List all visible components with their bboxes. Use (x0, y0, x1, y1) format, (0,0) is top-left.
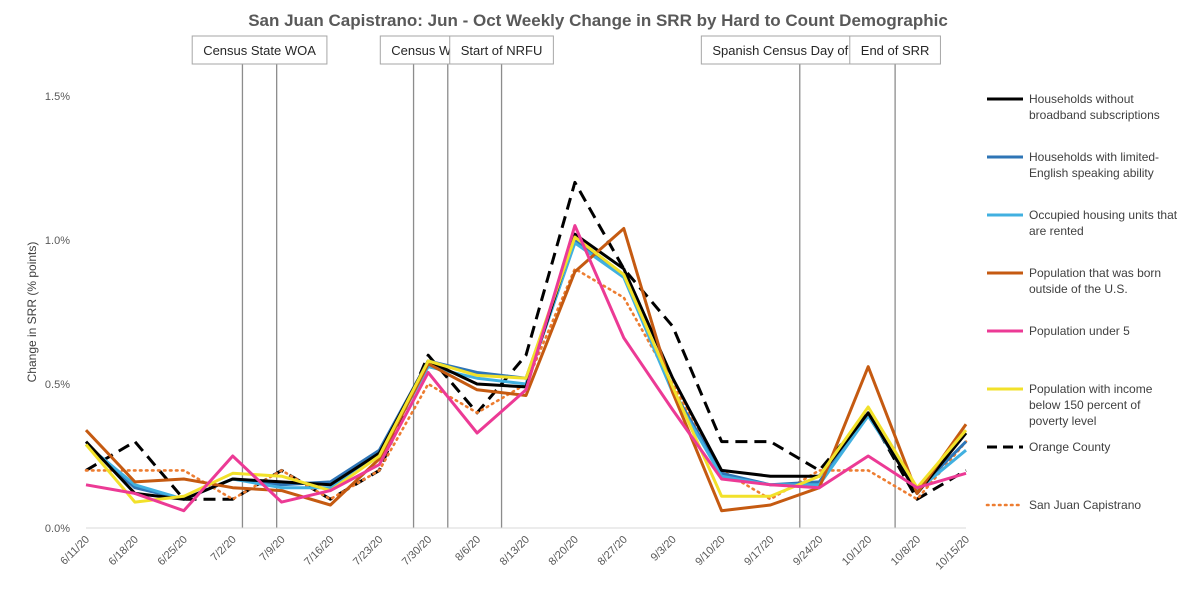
y-tick-label: 0.0% (45, 523, 70, 535)
series-line-san-juan-capistrano (84, 267, 968, 501)
legend-label: Population with income (1029, 382, 1153, 396)
x-tick-label: 10/15/20 (933, 534, 972, 573)
y-tick-label: 1.0% (45, 235, 70, 247)
chart-title: San Juan Capistrano: Jun - Oct Weekly Ch… (248, 11, 948, 30)
event-label: Start of NRFU (449, 35, 554, 65)
series-line-orange-county (85, 180, 967, 501)
legend-label: are rented (1029, 224, 1084, 238)
x-tick-label: 8/6/20 (453, 534, 483, 564)
event-label-text: End of SRR (861, 43, 930, 58)
series-line-population-that-was-born-outside-of-the-u-s (84, 227, 968, 513)
event-label-box (449, 35, 554, 65)
x-tick-label: 9/10/20 (693, 534, 727, 568)
event-label-text: Start of NRFU (461, 43, 543, 58)
x-tick-label: 10/8/20 (889, 534, 923, 568)
x-axis: 6/11/20 6/18/20 6/25/20 7/2/20 7/9/20 7/16/20… (58, 534, 972, 573)
legend-label: broadband subscriptions (1029, 108, 1160, 122)
x-tick-label: 6/25/20 (155, 534, 189, 568)
x-tick-label: 10/1/20 (840, 534, 874, 568)
x-tick-label: 8/13/20 (498, 534, 532, 568)
legend-label: Population under 5 (1029, 324, 1130, 338)
x-tick-label: 8/20/20 (547, 534, 581, 568)
legend-label: below 150 percent of (1029, 398, 1141, 412)
legend-label: Orange County (1029, 440, 1110, 454)
legend-label: English speaking ability (1029, 166, 1154, 180)
event-label-box (191, 35, 328, 65)
x-tick-label: 9/3/20 (649, 534, 679, 564)
event-label-text: Census State WOA (203, 43, 316, 58)
legend-label: poverty level (1029, 414, 1096, 428)
legend-label: outside of the U.S. (1029, 282, 1128, 296)
legend-label: Population that was born (1029, 266, 1161, 280)
x-tick-label: 8/27/20 (595, 534, 629, 568)
legend-label: Households with limited- (1029, 150, 1159, 164)
event-lines (241, 50, 896, 528)
series-line-population-with-income-below-150-percent-of-poverty-level (84, 235, 968, 504)
event-label: End of SRR (849, 35, 941, 65)
plot-series (84, 180, 968, 513)
y-axis-label: Change in SRR (% points) (25, 242, 39, 383)
x-tick-label: 9/24/20 (791, 534, 825, 568)
x-tick-label: 9/17/20 (742, 534, 776, 568)
x-tick-label: 6/18/20 (107, 534, 141, 568)
event-label-text: Spanish Census Day of Action (712, 43, 887, 58)
legend: Households without broadband subscription… (985, 92, 1178, 512)
legend-label: Occupied housing units that (1029, 208, 1178, 222)
x-tick-label: 7/30/20 (400, 534, 434, 568)
y-axis: 0.0% 0.5% 1.0% 1.5% (45, 91, 966, 535)
event-label: Census State WOA (191, 35, 328, 65)
x-tick-label: 7/9/20 (258, 534, 288, 564)
x-tick-label: 7/2/20 (209, 534, 239, 564)
legend-label: San Juan Capistrano (1029, 498, 1141, 512)
series-line-population-under-5 (85, 224, 967, 513)
x-tick-label: 7/16/20 (302, 534, 336, 568)
y-tick-label: 1.5% (45, 91, 70, 103)
y-tick-label: 0.5% (45, 379, 70, 391)
legend-label: Households without (1029, 92, 1134, 106)
event-label-box (849, 35, 941, 65)
x-tick-label: 6/11/20 (58, 534, 92, 568)
series-line-households-without-broadband-subscriptions (84, 232, 968, 501)
series-line-households-with-limited-english-speaking-ability (85, 238, 968, 501)
x-tick-label: 7/23/20 (351, 534, 385, 568)
